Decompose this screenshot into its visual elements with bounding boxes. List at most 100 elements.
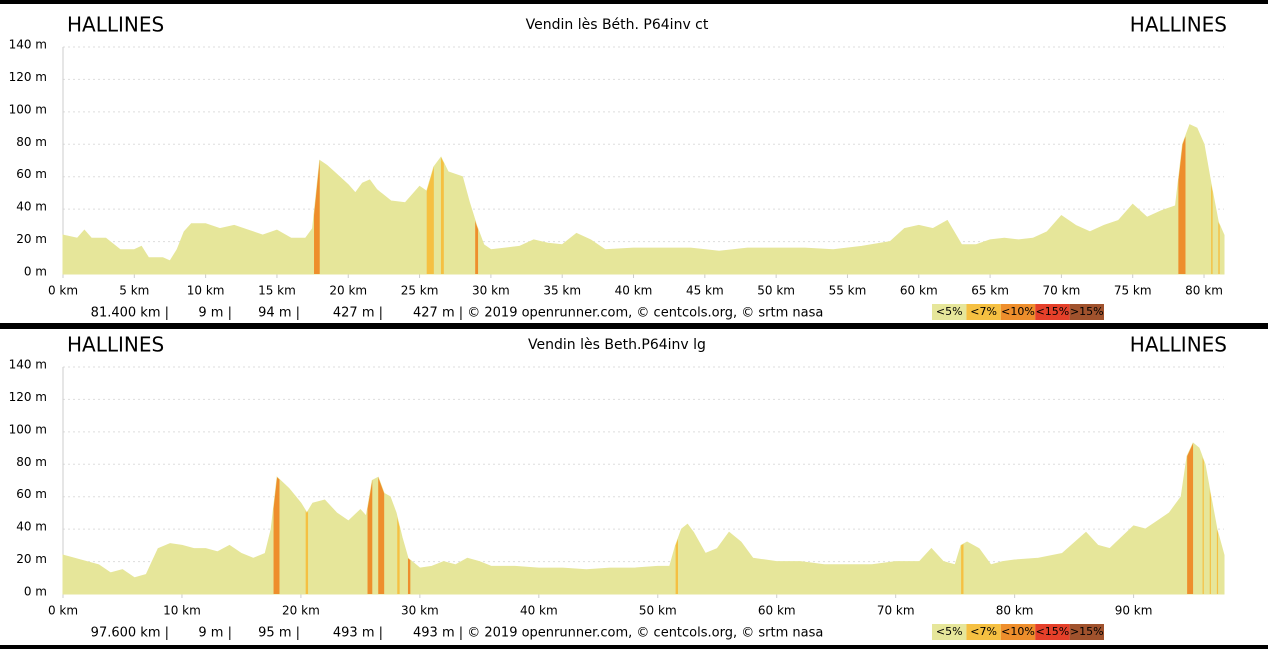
panel-title: Vendin lès Béth. P64inv ct <box>526 17 709 33</box>
x-tick-label: 30 km <box>401 604 439 618</box>
x-tick-label: 10 km <box>163 604 201 618</box>
legend-swatch <box>966 624 1001 640</box>
legend-swatch <box>1000 304 1036 320</box>
x-tick-label: 15 km <box>258 284 296 298</box>
gradient-band <box>961 443 964 594</box>
x-tick-label: 45 km <box>686 284 724 298</box>
y-tick-label: 140 m <box>9 38 47 52</box>
y-tick-label: 60 m <box>16 487 47 501</box>
stat-text: 493 m | <box>333 626 383 641</box>
elevation-area <box>62 124 1225 275</box>
legend-swatch <box>1035 304 1070 320</box>
start-label: HALLINES <box>67 13 164 37</box>
gradient-band <box>1178 124 1186 274</box>
gradient-band <box>273 443 280 594</box>
separator-bar <box>0 645 1268 649</box>
separator-bar <box>0 323 1268 329</box>
x-tick-label: 75 km <box>1114 284 1152 298</box>
stat-text: 94 m | <box>258 306 300 321</box>
gradient-band <box>1218 124 1220 274</box>
legend-label: <15% <box>1036 305 1070 318</box>
x-tick-label: 40 km <box>615 284 653 298</box>
legend-label: <7% <box>970 305 997 318</box>
gradient-band <box>475 124 479 274</box>
y-tick-label: 80 m <box>16 455 47 469</box>
end-label: HALLINES <box>1130 333 1227 357</box>
legend-label: <10% <box>1001 305 1035 318</box>
separator-bar <box>0 0 1268 4</box>
y-tick-label: 120 m <box>9 390 47 404</box>
legend-swatch <box>1035 624 1070 640</box>
gradient-band <box>378 443 385 594</box>
legend-swatch <box>932 624 967 640</box>
panel-title: Vendin lès Beth.P64inv lg <box>528 337 706 353</box>
x-tick-label: 80 km <box>996 604 1034 618</box>
x-tick-label: 0 km <box>48 284 78 298</box>
legend-swatch <box>1069 624 1104 640</box>
gradient-band <box>1216 443 1219 594</box>
y-tick-label: 40 m <box>16 520 47 534</box>
y-tick-label: 20 m <box>16 552 47 566</box>
y-tick-label: 120 m <box>9 70 47 84</box>
y-tick-label: 40 m <box>16 200 47 214</box>
y-tick-label: 20 m <box>16 232 47 246</box>
legend-label: >15% <box>1070 625 1104 638</box>
x-tick-label: 25 km <box>401 284 439 298</box>
x-tick-label: 20 km <box>282 604 320 618</box>
gradient-band <box>305 443 309 594</box>
stat-text: 97.600 km | <box>91 626 169 641</box>
x-tick-label: 60 km <box>900 284 938 298</box>
end-label: HALLINES <box>1130 13 1227 37</box>
x-tick-label: 50 km <box>639 604 677 618</box>
y-tick-label: 0 m <box>24 265 47 279</box>
x-tick-label: 65 km <box>971 284 1009 298</box>
stat-text: 9 m | <box>198 306 232 321</box>
x-tick-label: 0 km <box>48 604 78 618</box>
legend-swatch <box>1069 304 1104 320</box>
x-tick-label: 80 km <box>1185 284 1223 298</box>
x-tick-label: 60 km <box>758 604 796 618</box>
elevation-area <box>62 442 1225 595</box>
x-tick-label: 70 km <box>1043 284 1081 298</box>
legend-label: >15% <box>1070 305 1104 318</box>
gradient-band <box>1211 124 1213 274</box>
legend-label: <15% <box>1036 625 1070 638</box>
stat-text: 427 m | © 2019 openrunner.com, © centcol… <box>413 306 823 321</box>
legend-label: <10% <box>1001 625 1035 638</box>
gradient-band <box>1209 443 1211 594</box>
gradient-band <box>314 124 320 274</box>
stat-text: 95 m | <box>258 626 300 641</box>
x-tick-label: 5 km <box>119 284 149 298</box>
gradient-band <box>1187 443 1194 594</box>
start-label: HALLINES <box>67 333 164 357</box>
legend-swatch <box>932 304 967 320</box>
y-tick-label: 0 m <box>24 585 47 599</box>
y-tick-label: 100 m <box>9 102 47 116</box>
x-tick-label: 90 km <box>1115 604 1153 618</box>
stat-text: 9 m | <box>198 626 232 641</box>
gradient-band <box>440 124 444 274</box>
y-tick-label: 140 m <box>9 358 47 372</box>
legend-label: <5% <box>936 305 963 318</box>
x-tick-label: 30 km <box>472 284 510 298</box>
x-tick-label: 55 km <box>829 284 867 298</box>
gradient-band <box>397 443 400 594</box>
y-tick-label: 60 m <box>16 167 47 181</box>
gradient-band <box>367 443 373 594</box>
y-tick-label: 80 m <box>16 135 47 149</box>
x-tick-label: 50 km <box>757 284 795 298</box>
gradient-band <box>426 124 434 274</box>
x-tick-label: 10 km <box>187 284 225 298</box>
x-tick-label: 35 km <box>543 284 581 298</box>
legend-swatch <box>966 304 1001 320</box>
gradient-band <box>1202 443 1204 594</box>
legend-swatch <box>1000 624 1036 640</box>
gradient-band <box>675 443 678 594</box>
stat-text: 493 m | © 2019 openrunner.com, © centcol… <box>413 626 823 641</box>
gradient-band <box>407 443 411 594</box>
stat-text: 427 m | <box>333 306 383 321</box>
x-tick-label: 70 km <box>877 604 915 618</box>
stat-text: 81.400 km | <box>91 306 169 321</box>
